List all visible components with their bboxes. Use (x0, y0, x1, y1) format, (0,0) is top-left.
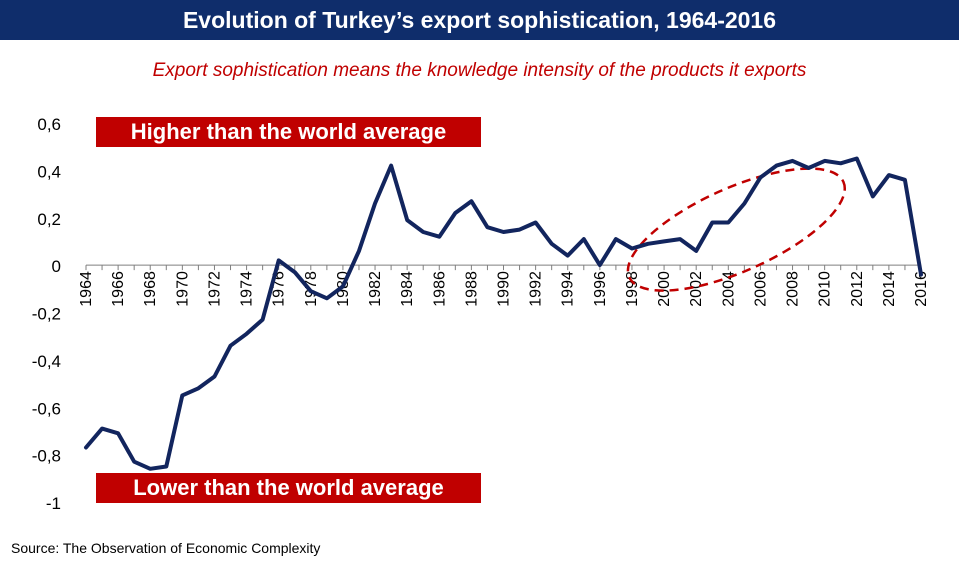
y-tick-label: -0,2 (32, 305, 61, 324)
x-tick-label: 1988 (463, 271, 480, 307)
x-tick-label: 2014 (881, 271, 898, 307)
lower-than-average-label: Lower than the world average (96, 473, 481, 503)
x-tick-label: 1982 (367, 271, 384, 307)
chart-title: Evolution of Turkey’s export sophisticat… (0, 0, 959, 40)
x-tick-label: 2002 (688, 271, 705, 307)
highlight-ellipse (626, 167, 847, 292)
x-tick-label: 2006 (752, 271, 769, 307)
y-tick-label: 0 (52, 257, 61, 276)
source-note: Source: The Observation of Economic Comp… (11, 540, 321, 556)
x-tick-label: 1968 (142, 271, 159, 307)
y-tick-label: -0,8 (32, 447, 61, 466)
y-tick-label: 0,4 (37, 162, 61, 181)
x-tick-label: 2004 (720, 271, 737, 307)
x-tick-label: 1992 (528, 271, 545, 307)
x-tick-label: 1974 (239, 271, 256, 307)
y-tick-label: 0,6 (37, 115, 61, 134)
x-tick-label: 1970 (174, 271, 191, 307)
x-tick-label: 1986 (431, 271, 448, 307)
series-line (84, 156, 923, 471)
x-tick-label: 2000 (656, 271, 673, 307)
x-tick-label: 1994 (560, 271, 577, 307)
x-tick-label: 1972 (206, 271, 223, 307)
x-tick-label: 1964 (78, 271, 95, 307)
y-tick-label: 0,2 (37, 210, 61, 229)
x-tick-label: 1984 (399, 271, 416, 307)
x-tick-label: 2010 (817, 271, 834, 307)
x-tick-label: 1966 (110, 271, 127, 307)
higher-than-average-label: Higher than the world average (96, 117, 481, 147)
chart-subtitle: Export sophistication means the knowledg… (152, 60, 807, 81)
x-tick-label: 1996 (592, 271, 609, 307)
x-tick-label: 1990 (496, 271, 513, 307)
y-tick-label: -0,6 (32, 399, 61, 418)
x-tick-label: 2016 (913, 271, 930, 307)
x-tick-label: 1998 (624, 271, 641, 307)
x-tick-label: 2012 (849, 271, 866, 307)
y-tick-label: -1 (46, 494, 61, 513)
y-tick-label: -0,4 (32, 352, 61, 371)
x-tick-label: 2008 (785, 271, 802, 307)
